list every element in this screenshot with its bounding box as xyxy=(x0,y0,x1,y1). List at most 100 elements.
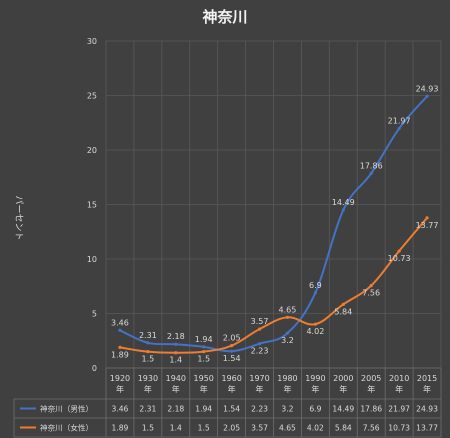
data-point xyxy=(174,351,178,355)
table-cell: 2.23 xyxy=(251,405,268,414)
data-point xyxy=(341,208,345,212)
data-point xyxy=(146,350,150,354)
data-point xyxy=(313,322,317,326)
data-label: 1.5 xyxy=(142,355,155,364)
data-label: 1.54 xyxy=(223,354,241,363)
table-cell: 6.9 xyxy=(309,405,321,414)
data-point xyxy=(230,344,234,348)
table-cell: 1.94 xyxy=(195,405,212,414)
data-label: 3.2 xyxy=(281,336,294,345)
table-cell: 7.56 xyxy=(363,424,380,433)
data-label: 21.97 xyxy=(388,117,411,126)
legend-entry: 神奈川（男性） xyxy=(40,404,93,414)
table-cell: 10.73 xyxy=(388,424,410,433)
data-point xyxy=(397,249,401,253)
data-point xyxy=(202,350,206,354)
y-tick-label: 25 xyxy=(87,92,97,101)
legend-entry: 神奈川（女性） xyxy=(40,423,93,433)
table-cell: 14.49 xyxy=(332,405,354,414)
data-label: 2.18 xyxy=(167,332,185,341)
x-tick-label: 2005 年 xyxy=(361,374,381,394)
data-label: 7.56 xyxy=(362,289,380,298)
table-cell: 3.57 xyxy=(251,424,268,433)
y-tick-label: 10 xyxy=(87,255,97,264)
grid: 0 5 10 15 20 25 30 xyxy=(87,37,442,373)
data-point xyxy=(257,342,262,346)
data-label: 24.93 xyxy=(416,84,439,93)
data-label: 4.65 xyxy=(279,305,297,314)
table-cell: 1.5 xyxy=(142,424,154,433)
data-label: 14.49 xyxy=(332,198,355,207)
data-table: 1920 年 1930 年 1940 年 1950 年 1960 年 1970 年 1980 年 1990 年… xyxy=(13,367,442,438)
data-label: 5.84 xyxy=(334,307,352,316)
data-point xyxy=(369,283,373,288)
x-tick-label: 2015 年 xyxy=(417,374,437,394)
series-line xyxy=(119,217,428,354)
data-label: 1.5 xyxy=(197,355,210,364)
data-label: 1.94 xyxy=(195,335,213,344)
data-point xyxy=(146,341,150,345)
data-label: 1.89 xyxy=(111,350,129,359)
data-labels: 3.46 2.31 2.18 1.94 1.54 2.23 3.2 6.9 14.49 17.86… xyxy=(111,84,438,364)
data-point xyxy=(425,94,429,98)
data-label: 2.05 xyxy=(223,334,241,343)
y-tick-label: 15 xyxy=(87,201,97,210)
table-cell: 24.93 xyxy=(416,405,438,414)
table-cell: 3.2 xyxy=(281,405,293,414)
data-label: 3.46 xyxy=(111,318,129,327)
data-label: 3.57 xyxy=(251,317,269,326)
data-label: 2.31 xyxy=(139,331,157,340)
y-axis-label: パーセント xyxy=(13,195,24,240)
data-point xyxy=(369,171,373,175)
x-tick-label: 1990 年 xyxy=(305,374,325,394)
y-tick-label: 30 xyxy=(87,37,97,46)
data-point xyxy=(230,349,234,353)
series-lines xyxy=(118,94,429,355)
data-point xyxy=(285,331,290,335)
data-point xyxy=(341,302,345,306)
data-label: 13.77 xyxy=(416,221,439,230)
table-cell: 17.86 xyxy=(360,405,382,414)
y-tick-label: 5 xyxy=(92,310,97,319)
data-point xyxy=(397,126,401,131)
data-label: 2.23 xyxy=(251,347,269,356)
x-tick-label: 1970 年 xyxy=(249,374,269,394)
data-label: 10.73 xyxy=(388,254,411,263)
x-tick-label: 1940 年 xyxy=(166,374,186,394)
x-tick-label: 1960 年 xyxy=(221,374,241,394)
data-point xyxy=(174,342,178,346)
y-tick-label: 0 xyxy=(92,364,97,373)
data-point xyxy=(425,216,429,220)
data-point xyxy=(313,291,317,295)
table-cell: 1.5 xyxy=(198,424,210,433)
table-cell: 1.89 xyxy=(111,424,128,433)
x-tick-label: 1930 年 xyxy=(138,374,158,394)
table-cell: 2.31 xyxy=(139,405,156,414)
data-label: 6.9 xyxy=(309,281,322,290)
table-cell: 2.05 xyxy=(223,424,240,433)
table-cell: 13.77 xyxy=(416,424,438,433)
table-cell: 1.54 xyxy=(223,405,240,414)
data-point xyxy=(118,328,122,332)
data-point xyxy=(202,345,206,349)
y-tick-label: 20 xyxy=(87,146,97,155)
data-point xyxy=(118,345,122,349)
chart-title: 神奈川 xyxy=(202,8,247,26)
data-point xyxy=(257,327,262,331)
table-cell: 5.84 xyxy=(335,424,352,433)
table-cell: 2.18 xyxy=(167,405,184,414)
data-point xyxy=(285,315,290,319)
table-cell: 4.02 xyxy=(307,424,324,433)
data-label: 17.86 xyxy=(360,161,383,170)
table-cell: 4.65 xyxy=(279,424,296,433)
x-tick-label: 1920 年 xyxy=(110,374,130,394)
table-cell: 1.4 xyxy=(170,424,182,433)
table-cell: 3.46 xyxy=(111,405,128,414)
x-tick-label: 2000 年 xyxy=(333,374,353,394)
x-tick-label: 2010 年 xyxy=(389,374,409,394)
data-label: 4.02 xyxy=(306,327,324,336)
x-tick-label: 1980 年 xyxy=(277,374,297,394)
x-tick-label: 1950 年 xyxy=(194,374,214,394)
